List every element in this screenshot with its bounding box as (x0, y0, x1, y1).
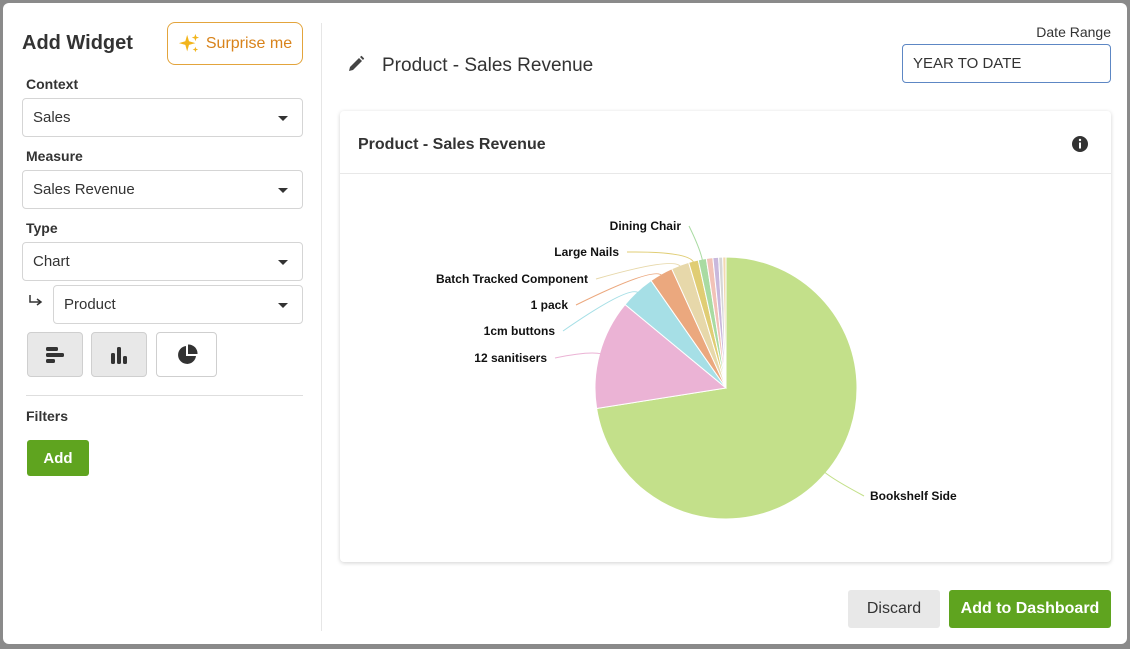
pie-label-connector (554, 352, 602, 359)
subdirectory-arrow-icon (29, 295, 43, 306)
surprise-me-button[interactable]: Surprise me (167, 22, 303, 65)
chart-card-title: Product - Sales Revenue (358, 136, 546, 153)
horizontal-bar-chart-button[interactable] (27, 332, 83, 377)
chevron-down-icon (278, 303, 288, 308)
pie-label-connector (823, 471, 865, 497)
pie-slice-label: 1 pack (531, 298, 569, 312)
pie-label-connector (595, 263, 682, 280)
horizontal-bar-chart-icon (46, 346, 64, 363)
measure-value: Sales Revenue (33, 181, 135, 198)
chevron-down-icon (278, 188, 288, 193)
pie-slice-label: Dining Chair (610, 219, 682, 233)
chevron-down-icon (278, 116, 288, 121)
pie-slice-label: 1cm buttons (484, 324, 556, 338)
pencil-icon[interactable] (347, 55, 365, 73)
measure-select[interactable]: Sales Revenue (22, 170, 303, 209)
date-range-select[interactable]: YEAR TO DATE (902, 44, 1111, 83)
card-divider (340, 173, 1111, 174)
pie-label-connector (562, 291, 639, 332)
vertical-bar-chart-icon (111, 346, 127, 364)
pie-slice-label: Bookshelf Side (870, 489, 957, 503)
pie-label-connector (688, 225, 704, 262)
context-value: Sales (33, 109, 71, 126)
info-icon[interactable] (1071, 135, 1089, 153)
pie-slice-label: Large Nails (554, 245, 619, 259)
add-filter-button[interactable]: Add (27, 440, 89, 476)
add-to-dashboard-button[interactable]: Add to Dashboard (949, 590, 1111, 628)
pie-label-connector (575, 273, 663, 306)
pie-slice-label: 12 sanitisers (474, 351, 547, 365)
surprise-me-label: Surprise me (205, 34, 293, 52)
pie-label-connector (626, 251, 695, 264)
type-label: Type (26, 220, 58, 236)
vertical-bar-chart-button[interactable] (91, 332, 147, 377)
pie-chart-icon (177, 343, 198, 364)
chart-card: Product - Sales Revenue Bookshelf Side 12… (340, 111, 1111, 562)
pie-chart: Bookshelf Side 12 sanitisers 1cm buttons 1 … (436, 219, 957, 520)
section-divider (26, 395, 303, 396)
widget-title[interactable]: Product - Sales Revenue (382, 55, 594, 76)
type-select[interactable]: Chart (22, 242, 303, 281)
date-range-label: Date Range (1036, 24, 1111, 40)
panel-title: Add Widget (22, 32, 133, 54)
measure-label: Measure (26, 148, 83, 164)
pie-chart-button[interactable] (156, 332, 217, 377)
discard-button[interactable]: Discard (848, 590, 940, 628)
chevron-down-icon (278, 260, 288, 265)
group-by-value: Product (64, 296, 116, 313)
context-label: Context (26, 76, 79, 92)
panel-divider (321, 23, 322, 631)
type-value: Chart (33, 253, 70, 270)
date-range-value: YEAR TO DATE (913, 55, 1022, 72)
add-widget-modal: Add Widget Surprise me Context Sales Mea… (3, 3, 1127, 644)
sparkle-icon (178, 33, 199, 52)
pie-slice[interactable] (722, 256, 727, 389)
filters-label: Filters (26, 408, 69, 424)
context-select[interactable]: Sales (22, 98, 303, 137)
pie-slice-label: Batch Tracked Component (436, 272, 588, 286)
group-by-select[interactable]: Product (53, 285, 303, 324)
